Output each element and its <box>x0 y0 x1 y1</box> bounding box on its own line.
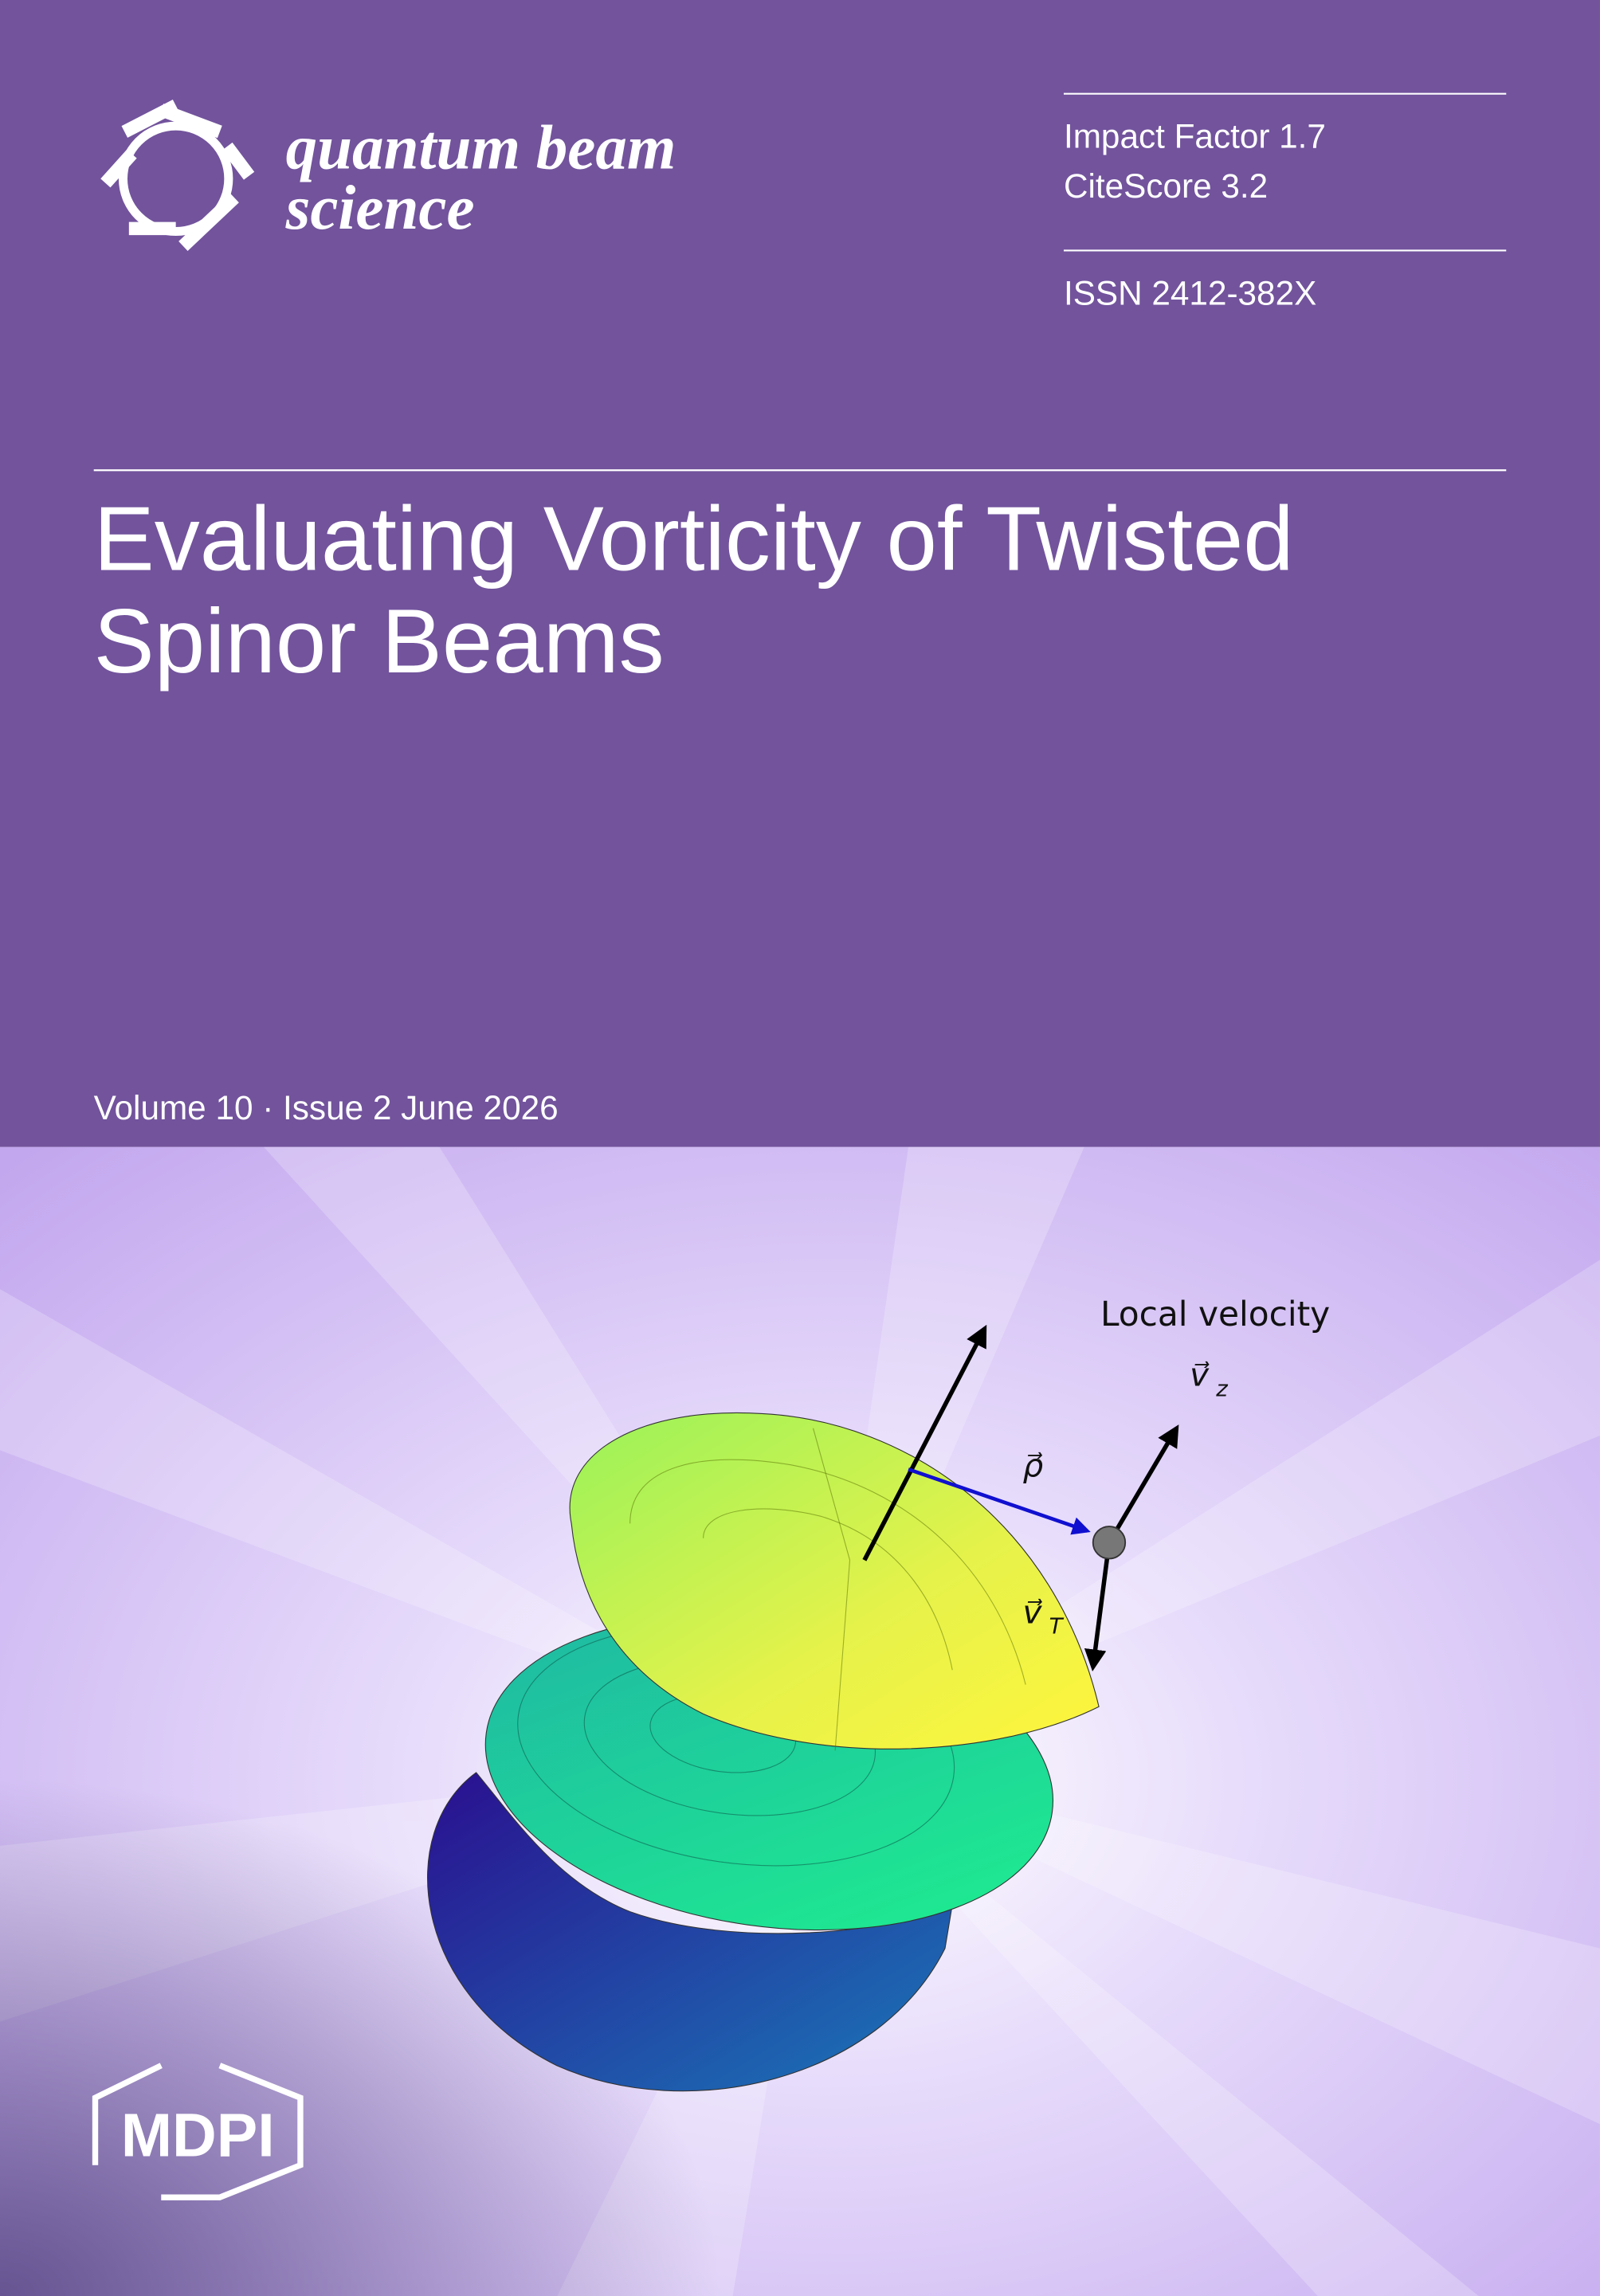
issn: ISSN 2412-382X <box>1064 274 1316 311</box>
journal-logo <box>100 100 255 251</box>
journal-name: quantum beam <box>286 113 676 182</box>
arrow <box>862 1324 987 1561</box>
impact-factor: Impact Factor 1.7 <box>1064 118 1326 155</box>
publisher-logo: MDPI <box>121 2102 275 2170</box>
header-band <box>0 0 1600 1147</box>
rho-label: ρ⃗ <box>1022 1447 1043 1485</box>
publisher-logo-frame <box>92 2063 304 2200</box>
particle <box>1092 1526 1127 1560</box>
journal-name: science <box>285 174 475 243</box>
article-title: Evaluating Vorticity of Twisted <box>94 488 1294 590</box>
vz-symbol: v⃗ <box>1190 1356 1210 1394</box>
vt-subscript: T <box>1049 1612 1065 1639</box>
arrow <box>1107 1424 1179 1544</box>
vt-symbol: v⃗ <box>1022 1593 1042 1631</box>
article-title: Spinor Beams <box>94 591 665 692</box>
figure-caption: Local velocity <box>1100 1295 1330 1334</box>
vz-subscript: z <box>1215 1375 1228 1401</box>
citescore: CiteScore 3.2 <box>1064 167 1268 205</box>
helix-figure <box>427 1412 1100 2092</box>
arrow <box>908 1467 1091 1535</box>
issue-info: Volume 10 · Issue 2 June 2026 <box>94 1089 559 1126</box>
arrow <box>1084 1542 1112 1672</box>
